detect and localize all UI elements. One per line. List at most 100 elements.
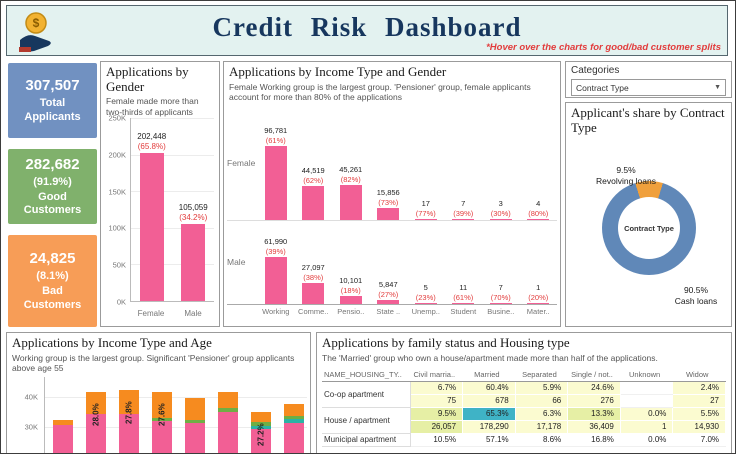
table-cell[interactable]: 65.3% bbox=[462, 406, 516, 421]
table-cell[interactable]: 678 bbox=[462, 393, 516, 408]
table-cell[interactable]: 66 bbox=[514, 393, 569, 408]
table-cell[interactable]: 36,409 bbox=[567, 419, 621, 434]
kpi-good-customers[interactable]: 282,682 (91.9%) Good Customers bbox=[8, 149, 97, 224]
bar-value-label: 11 bbox=[459, 283, 468, 293]
table-cell[interactable]: 60.4% bbox=[462, 380, 516, 395]
table-cell[interactable]: 2.4% bbox=[672, 380, 726, 395]
income-bar[interactable] bbox=[264, 146, 287, 220]
table-cell[interactable] bbox=[619, 393, 674, 408]
bar-labels: 10,101 (18%) bbox=[339, 276, 362, 295]
bar-value-label: 15,856 bbox=[376, 188, 400, 198]
table-cell[interactable]: 16.8% bbox=[567, 432, 621, 447]
income-bar[interactable] bbox=[489, 219, 512, 220]
age-stacked-bar[interactable] bbox=[53, 420, 73, 453]
income-bar[interactable] bbox=[302, 283, 325, 304]
bar-labels: 4 (80%) bbox=[528, 199, 548, 218]
bar-pct-label: (70%) bbox=[490, 292, 511, 302]
income-bar[interactable] bbox=[302, 186, 325, 220]
income-bar[interactable] bbox=[527, 303, 550, 304]
income-bar[interactable] bbox=[414, 303, 437, 304]
bar-pct-label: (77%) bbox=[415, 208, 436, 218]
y-axis-tick: 0K bbox=[116, 297, 126, 307]
table-cell[interactable]: 8.6% bbox=[514, 432, 569, 447]
contract-type-dropdown[interactable]: Contract Type ▼ bbox=[571, 79, 726, 96]
x-axis-label: Working bbox=[262, 307, 290, 316]
panel-subtitle: Female Working group is the largest grou… bbox=[229, 81, 531, 103]
dashboard-title: Credit Risk Dashboard bbox=[212, 12, 522, 42]
age-stacked-bar[interactable] bbox=[218, 392, 238, 453]
panel-title: Applications by Income Type and Age bbox=[12, 335, 212, 350]
table-cell[interactable]: 10.5% bbox=[409, 432, 464, 447]
income-bar-group: 44,519 (62%) bbox=[295, 106, 333, 220]
income-x-labels: Working Comme.. Pensio.. State .. Unemp.. Stu… bbox=[257, 307, 557, 316]
table-cell[interactable]: 5.9% bbox=[514, 380, 569, 395]
y-axis-tick: 50K bbox=[112, 260, 126, 270]
bar-pct-label: (65.8%) bbox=[137, 141, 166, 151]
kpi-total-applicants[interactable]: 307,507 Total Applicants bbox=[8, 63, 97, 138]
table-cell[interactable]: 27 bbox=[672, 393, 726, 408]
bar-segment-pink bbox=[53, 425, 73, 453]
gender-chart-panel: Applications by Gender Female made more … bbox=[100, 61, 220, 327]
age-stacked-bar[interactable]: 28.0% bbox=[86, 392, 106, 453]
bar-labels: 5,847 (27%) bbox=[378, 280, 398, 299]
gender-x-labels: Female Male bbox=[130, 309, 214, 318]
income-bar-group: 7 (70%) bbox=[482, 220, 520, 304]
table-cell[interactable]: 6.7% bbox=[409, 380, 464, 395]
bar-labels: 27,097 (38%) bbox=[302, 263, 325, 282]
income-bar-group: 61,990 (39%) bbox=[257, 220, 295, 304]
table-cell[interactable]: 6.3% bbox=[514, 406, 569, 421]
table-cell[interactable]: 24.6% bbox=[567, 380, 621, 395]
table-cell[interactable]: 7.0% bbox=[672, 432, 726, 447]
gender-bar[interactable] bbox=[181, 224, 206, 301]
table-cell[interactable]: 9.5% bbox=[409, 406, 464, 421]
age-stacked-bar[interactable]: 27.2% bbox=[251, 412, 271, 453]
income-bar[interactable] bbox=[527, 219, 550, 220]
gridline bbox=[45, 397, 307, 398]
table-cell[interactable]: 17,178 bbox=[514, 419, 569, 434]
table-cell[interactable]: 13.3% bbox=[567, 406, 621, 421]
income-bar[interactable] bbox=[414, 219, 437, 220]
income-bar[interactable] bbox=[377, 208, 400, 220]
table-cell[interactable]: 75 bbox=[409, 393, 464, 408]
age-stacked-bar[interactable]: 27.8% bbox=[119, 390, 139, 453]
table-cell[interactable]: 1 bbox=[619, 419, 674, 434]
income-age-chart-panel: Applications by Income Type and Age Work… bbox=[6, 332, 311, 453]
table-cell[interactable]: 26,057 bbox=[409, 419, 464, 434]
income-bar[interactable] bbox=[377, 300, 400, 304]
age-stacked-bar[interactable] bbox=[284, 404, 304, 453]
income-bar-group: 1 (20%) bbox=[520, 220, 558, 304]
bar-labels: 202,448 (65.8%) bbox=[137, 132, 166, 152]
bar-labels: 7 (70%) bbox=[491, 283, 511, 302]
table-cell[interactable]: 178,290 bbox=[462, 419, 516, 434]
table-cell[interactable]: 276 bbox=[567, 393, 621, 408]
income-bar[interactable] bbox=[264, 257, 287, 304]
table-cell[interactable] bbox=[619, 380, 674, 395]
income-bar[interactable] bbox=[339, 296, 362, 304]
row-label: Male bbox=[227, 257, 246, 267]
income-bar[interactable] bbox=[339, 185, 362, 220]
bar-segment-teal bbox=[251, 426, 271, 429]
income-bar[interactable] bbox=[452, 219, 475, 220]
income-bar[interactable] bbox=[489, 303, 512, 304]
family-housing-table-panel: Applications by family status and Housin… bbox=[316, 332, 732, 453]
gender-y-axis: 250K 200K 150K 100K 50K 0K bbox=[104, 114, 128, 307]
age-stacked-bar[interactable]: 27.6% bbox=[152, 392, 172, 453]
table-cell[interactable]: 14,930 bbox=[672, 419, 726, 434]
table-cell[interactable]: 0.0% bbox=[619, 432, 674, 447]
table-cell[interactable]: 57.1% bbox=[462, 432, 516, 447]
table-cell[interactable]: 5.5% bbox=[672, 406, 726, 421]
income-bar-group: 27,097 (38%) bbox=[295, 220, 333, 304]
kpi-bad-customers[interactable]: 24,825 (8.1%) Bad Customers bbox=[8, 235, 97, 327]
bar-labels: 96,781 (61%) bbox=[264, 126, 287, 145]
gender-bar[interactable] bbox=[139, 152, 164, 301]
gridline bbox=[131, 118, 214, 119]
bar-value-label: 4 bbox=[536, 199, 541, 209]
income-bar[interactable] bbox=[452, 303, 475, 304]
age-stacked-bar[interactable] bbox=[185, 398, 205, 453]
slice-name: Cash loans bbox=[674, 296, 718, 307]
family-housing-table: NAME_HOUSING_TY.. Civil marria.. Married Se… bbox=[322, 368, 726, 447]
table-cell[interactable]: 0.0% bbox=[619, 406, 674, 421]
bar-pct-label-rotated: 27.6% bbox=[157, 403, 167, 427]
age-plot: 28.0% 27.8% 27.6% 27.2% bbox=[44, 377, 307, 453]
